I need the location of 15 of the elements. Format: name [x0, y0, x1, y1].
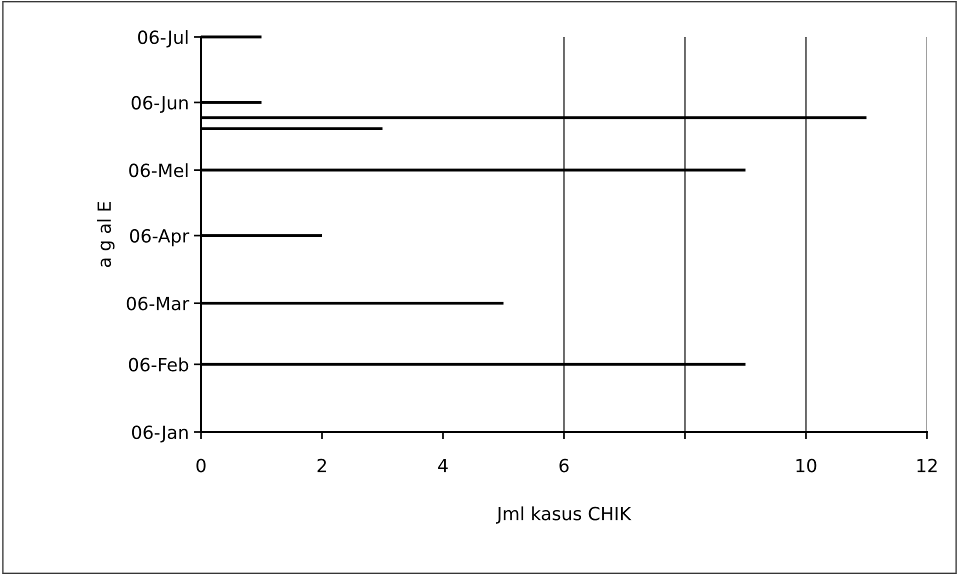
- y-tick-label: 06-Feb: [128, 357, 188, 372]
- x-tick-label: 12: [917, 458, 937, 472]
- x-tick-label: 2: [318, 458, 326, 472]
- x-tick-label: 0: [196, 458, 206, 472]
- y-tick-label: 06-Apr: [130, 229, 190, 246]
- y-tick-label: 06-Jan: [132, 425, 188, 442]
- x-tick-label: 4: [438, 458, 448, 472]
- x-tick-label: 10: [796, 458, 816, 472]
- y-tick-label: 06-Jun: [132, 96, 188, 113]
- y-tick-label: 06-Jul: [138, 30, 188, 48]
- y-axis-title: a g al E: [97, 202, 115, 268]
- y-tick-label: 06-Mel: [129, 163, 188, 178]
- x-tick-label: 6: [560, 458, 569, 472]
- y-tick-label: 06-Mar: [126, 296, 190, 310]
- x-axis-title: Jml kasus CHIK: [496, 506, 632, 524]
